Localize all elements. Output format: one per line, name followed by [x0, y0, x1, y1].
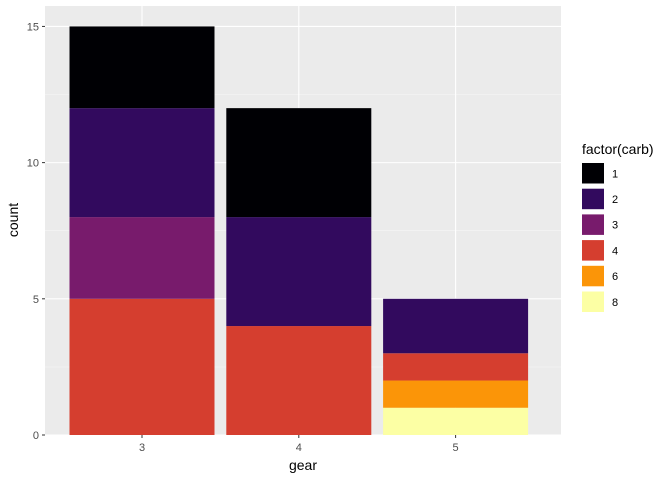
x-tick-label: 4	[296, 442, 302, 454]
legend-title: factor(carb)	[582, 141, 654, 157]
y-tick-label: 5	[33, 294, 39, 306]
legend-key-2	[582, 188, 604, 210]
legend-label-2: 2	[612, 194, 618, 206]
bar-segment-gear-4-carb-1	[226, 108, 372, 218]
bar-segment-gear-5-carb-4	[383, 353, 529, 381]
legend-label-8: 8	[612, 297, 618, 309]
bar-segment-gear-4-carb-2	[226, 217, 372, 327]
legend-key-6	[582, 265, 604, 287]
legend-label-1: 1	[612, 168, 618, 180]
legend-key-3	[582, 214, 604, 235]
x-axis-title: gear	[289, 457, 317, 473]
legend-key-4	[582, 240, 604, 261]
bar-segment-gear-5-carb-6	[383, 380, 529, 408]
bar-segment-gear-5-carb-2	[383, 298, 529, 354]
legend-key-8	[582, 291, 604, 312]
y-axis-title: count	[5, 203, 21, 237]
legend: factor(carb) 1 2 3 4 6 8	[582, 141, 654, 312]
x-tick-label: 5	[453, 442, 459, 454]
bar-segment-gear-5-carb-8	[383, 407, 529, 435]
y-axis: 0 5 10 15	[27, 21, 45, 442]
y-tick-label: 0	[33, 430, 39, 442]
bar-segment-gear-3-carb-3	[69, 217, 215, 299]
legend-label-4: 4	[612, 245, 618, 257]
x-tick-label: 3	[139, 442, 145, 454]
legend-key-1	[582, 163, 604, 184]
x-axis: 3 4 5	[139, 435, 459, 454]
bar-segment-gear-3-carb-4	[69, 298, 215, 435]
bars	[69, 26, 529, 435]
bar-segment-gear-3-carb-1	[69, 26, 215, 109]
bar-segment-gear-4-carb-4	[226, 326, 372, 435]
y-tick-label: 15	[27, 21, 39, 33]
legend-label-3: 3	[612, 220, 618, 232]
legend-label-6: 6	[612, 271, 618, 283]
bar-segment-gear-3-carb-2	[69, 108, 215, 218]
y-tick-label: 10	[27, 158, 39, 170]
